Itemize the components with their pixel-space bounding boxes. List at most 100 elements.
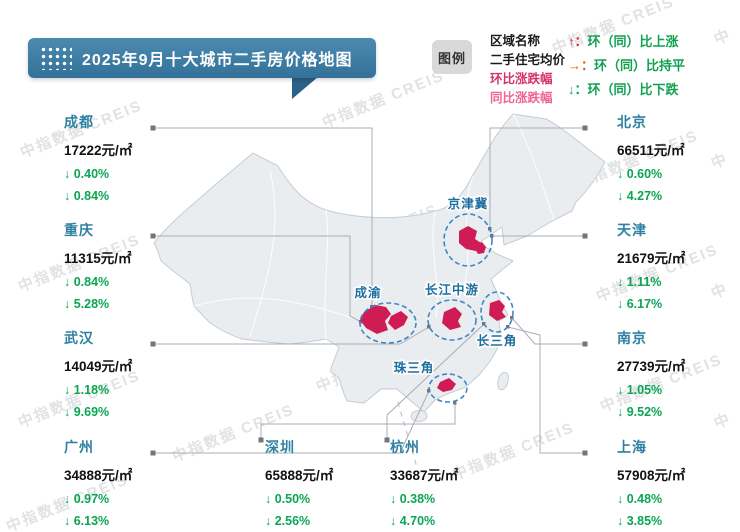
city-name: 杭州 (390, 439, 420, 455)
city-mom-change: ↓ 1.05% (617, 383, 663, 397)
city-block-nanjing: 南京 27739元/㎡ ↓ 1.05% ↓ 9.52% (617, 328, 740, 419)
dot-grid-icon (40, 46, 72, 70)
connector-chongqing (153, 235, 362, 323)
region-label-zhusanjiao: 珠三角 (394, 360, 435, 375)
region-label-chengyu: 成渝 (354, 285, 381, 300)
legend-direction-flat: →：环（同）比持平 (568, 54, 685, 78)
city-yoy-change: ↓ 2.56% (265, 514, 311, 528)
region-circles (359, 213, 514, 403)
city-block-shenzhen: 深圳 65888元/㎡ ↓ 0.50% ↓ 2.56% (265, 437, 390, 528)
legend-direction-down: ↓：环（同）比下跌 (568, 78, 685, 102)
city-mom-change: ↓ 0.50% (265, 492, 311, 506)
city-name: 广州 (64, 439, 94, 455)
region-label-changjiang: 长江中游 (425, 282, 479, 297)
region-highlight-changjiang (442, 307, 462, 330)
city-name: 武汉 (64, 330, 94, 346)
city-price: 65888元/㎡ (265, 468, 334, 483)
city-name: 深圳 (265, 439, 295, 455)
city-mom-change: ↓ 0.97% (64, 492, 110, 506)
city-yoy-change: ↓ 6.17% (617, 297, 663, 311)
region-highlight-jingjinji (475, 242, 486, 254)
city-yoy-change: ↓ 5.28% (64, 297, 110, 311)
region-highlight-zhusanjiao (437, 378, 456, 392)
legend-direction-down-text: 环（同）比下跌 (587, 82, 679, 97)
city-name: 北京 (617, 114, 647, 130)
hainan-island (410, 410, 428, 422)
up-arrow-icon: ↑： (568, 34, 588, 49)
city-yoy-change: ↓ 6.13% (64, 514, 110, 528)
city-name: 成都 (64, 114, 94, 130)
connector-guangzhou (153, 390, 430, 454)
legend-item-yoy-change: 同比涨跌幅 (490, 91, 553, 105)
banner-tail (292, 77, 318, 99)
flat-arrow-icon: →： (568, 58, 595, 73)
connector-hangzhou (386, 323, 485, 440)
city-price: 34888元/㎡ (64, 468, 133, 483)
city-mom-change: ↓ 0.38% (390, 492, 436, 506)
title-banner: 2025年9月十大城市二手房价格地图 (28, 38, 376, 78)
city-price: 11315元/㎡ (64, 251, 132, 266)
city-mom-change: ↓ 1.18% (64, 383, 110, 397)
city-price: 17222元/㎡ (64, 143, 133, 158)
page-title: 2025年9月十大城市二手房价格地图 (82, 52, 353, 69)
city-block-guangzhou: 广州 34888元/㎡ ↓ 0.97% ↓ 6.13% (64, 437, 189, 528)
connector-shenzhen (260, 403, 456, 440)
city-block-tianjin: 天津 21679元/㎡ ↓ 1.11% ↓ 6.17% (617, 220, 740, 311)
region-highlight-chengyu (360, 305, 391, 334)
city-block-chengdu: 成都 17222元/㎡ ↓ 0.40% ↓ 0.84% (64, 112, 189, 203)
legend-box: 图例 区域名称 二手住宅均价 环比涨跌幅 同比涨跌幅 ↑：环（同）比上涨 →：环… (428, 28, 724, 106)
city-price: 21679元/㎡ (617, 251, 686, 266)
region-highlight-changsanjiao (489, 300, 506, 321)
city-yoy-change: ↓ 4.70% (390, 514, 436, 528)
region-label-changsanjiao: 长三角 (477, 333, 518, 348)
legend-items: 区域名称 二手住宅均价 环比涨跌幅 同比涨跌幅 (490, 32, 565, 108)
city-yoy-change: ↓ 9.52% (617, 405, 663, 419)
city-price: 33687元/㎡ (390, 468, 459, 483)
down-arrow-icon: ↓： (568, 82, 588, 97)
region-highlights (360, 226, 506, 392)
city-name: 天津 (617, 222, 647, 238)
connector-wuhan (153, 326, 430, 345)
city-block-wuhan: 武汉 14049元/㎡ ↓ 1.18% ↓ 9.69% (64, 328, 189, 419)
legend-direction-flat-text: 环（同）比持平 (594, 58, 686, 73)
region-circle-changsanjiao (480, 291, 514, 333)
connector-beijing (489, 127, 585, 229)
city-name: 上海 (617, 439, 647, 455)
city-price: 27739元/㎡ (617, 359, 686, 374)
city-yoy-change: ↓ 3.85% (617, 514, 663, 528)
connector-nanjing (511, 317, 585, 345)
taiwan-island (497, 371, 509, 391)
city-mom-change: ↓ 0.40% (64, 167, 110, 181)
city-mom-change: ↓ 0.48% (617, 492, 663, 506)
region-circle-changjiang (427, 299, 477, 341)
city-block-beijing: 北京 66511元/㎡ ↓ 0.60% ↓ 4.27% (617, 112, 740, 203)
city-block-shanghai: 上海 57908元/㎡ ↓ 0.48% ↓ 3.85% (617, 437, 740, 528)
city-block-hangzhou: 杭州 33687元/㎡ ↓ 0.38% ↓ 4.70% (390, 437, 515, 528)
legend-item-avg-price: 二手住宅均价 (490, 53, 566, 67)
region-highlight-jingjinji (459, 226, 481, 251)
region-circle-zhusanjiao (428, 373, 468, 403)
connector-lines (153, 127, 585, 454)
city-mom-change: ↓ 1.11% (617, 275, 662, 289)
city-yoy-change: ↓ 9.69% (64, 405, 110, 419)
south-china-sea-dashes (397, 401, 418, 469)
city-yoy-change: ↓ 4.27% (617, 189, 663, 203)
legend-chip: 图例 (432, 40, 472, 74)
region-circle-jingjinji (443, 213, 493, 267)
city-yoy-change: ↓ 0.84% (64, 189, 110, 203)
city-price: 66511元/㎡ (617, 143, 685, 158)
city-price: 57908元/㎡ (617, 468, 686, 483)
city-price: 14049元/㎡ (64, 359, 133, 374)
legend-directions: ↑：环（同）比上涨 →：环（同）比持平 ↓：环（同）比下跌 (568, 30, 685, 102)
legend-item-region-name: 区域名称 (490, 34, 541, 48)
china-outline (153, 113, 606, 413)
region-highlight-chengyu (388, 311, 408, 330)
region-label-jingjinji: 京津冀 (448, 196, 489, 211)
city-name: 南京 (617, 330, 647, 346)
city-name: 重庆 (64, 222, 94, 238)
legend-item-mom-change: 环比涨跌幅 (490, 72, 553, 86)
city-mom-change: ↓ 0.84% (64, 275, 110, 289)
legend-direction-up: ↑：环（同）比上涨 (568, 30, 685, 54)
